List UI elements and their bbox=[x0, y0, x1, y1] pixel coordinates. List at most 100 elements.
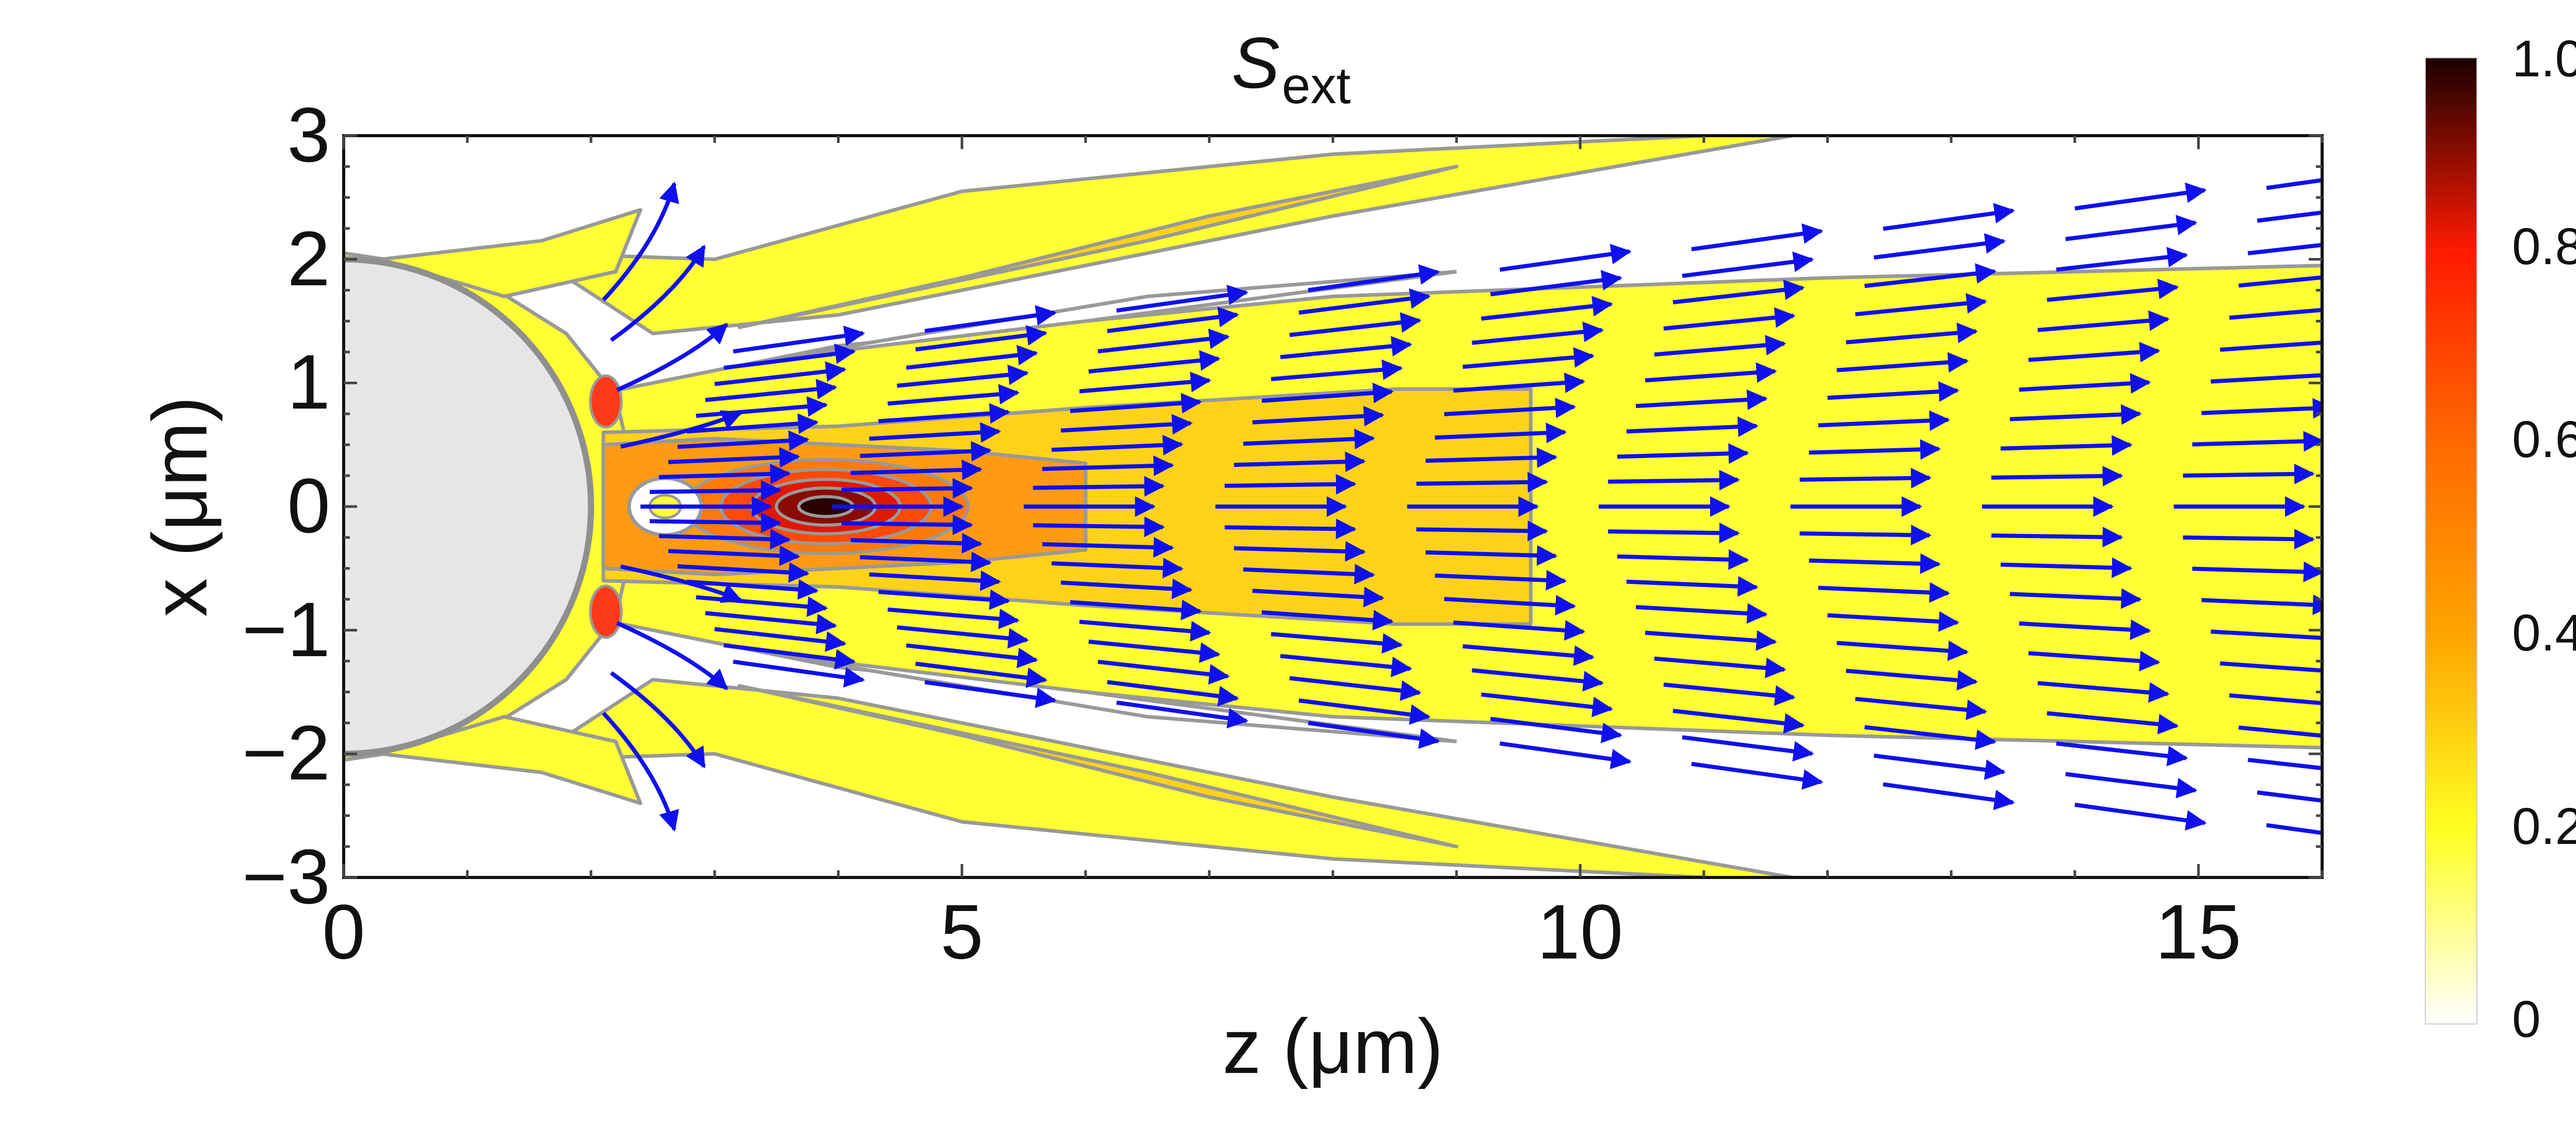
flow-arrow bbox=[705, 379, 838, 402]
flow-arrow bbox=[1416, 471, 1549, 493]
flow-arrow bbox=[1617, 549, 1749, 570]
flow-arrow bbox=[1672, 279, 1805, 304]
flow-arrow bbox=[723, 343, 856, 370]
colorbar: 0 0.2 0.4 0.6 0.8 1.0 bbox=[2425, 30, 2576, 1048]
flow-arrow bbox=[1060, 578, 1193, 599]
flow-arrow bbox=[2019, 373, 2151, 394]
flow-arrow bbox=[1809, 553, 1941, 574]
flow-arrow bbox=[878, 589, 1010, 610]
flow-arrow bbox=[686, 579, 819, 600]
flow-arrow bbox=[1873, 753, 2006, 780]
x-tick-label: 10 bbox=[1537, 888, 1623, 975]
flow-arrow bbox=[2211, 365, 2322, 386]
flow-arrow bbox=[668, 447, 800, 468]
flow-arrow bbox=[1298, 698, 1431, 725]
flow-arrow bbox=[1490, 717, 1623, 743]
colorbar-tick-label: 0.4 bbox=[2512, 604, 2576, 662]
flow-arrow bbox=[1635, 389, 1768, 410]
y-tick-labels: 3 2 1 0 −1 −2 −3 bbox=[242, 91, 330, 920]
flow-arrow bbox=[2000, 557, 2133, 578]
flow-arrow bbox=[2220, 661, 2322, 673]
flow-arrow bbox=[1855, 696, 1987, 720]
flow-arrow bbox=[1991, 527, 2123, 548]
flow-arrow bbox=[1051, 558, 1184, 579]
flow-arrow bbox=[850, 533, 983, 554]
flow-arrow bbox=[1991, 465, 2123, 486]
flow-arrow bbox=[1298, 288, 1431, 315]
flow-arrow bbox=[686, 413, 819, 434]
flow-arrow bbox=[620, 564, 743, 603]
flow-arrow bbox=[2266, 823, 2322, 835]
flow-arrow bbox=[1107, 680, 1239, 707]
flow-arrow bbox=[1079, 620, 1212, 642]
flow-arrow bbox=[2009, 588, 2142, 609]
flow-arrow bbox=[1289, 676, 1422, 701]
flow-arrow bbox=[915, 661, 1048, 688]
flow-arrow bbox=[1608, 523, 1740, 544]
flow-arrow bbox=[602, 181, 679, 302]
flow-arrow bbox=[860, 551, 992, 573]
x-tick-label: 15 bbox=[2155, 888, 2242, 975]
y-tick-label: 1 bbox=[287, 338, 330, 425]
flow-arrow bbox=[2183, 529, 2315, 550]
flow-arrow bbox=[2257, 790, 2322, 803]
flow-arrow bbox=[1654, 335, 1786, 357]
edge-hot-spot bbox=[589, 584, 623, 639]
flow-arrow bbox=[2065, 772, 2198, 799]
flow-arrow bbox=[1682, 251, 1814, 278]
flow-arrow bbox=[1672, 709, 1805, 734]
flow-arrow bbox=[1308, 721, 1440, 749]
flow-arrow bbox=[1098, 328, 1230, 354]
flow-arrow bbox=[2037, 310, 2170, 332]
flow-arrow bbox=[1261, 382, 1394, 403]
flow-arrow bbox=[609, 245, 706, 342]
flow-arrow bbox=[1645, 630, 1777, 651]
flow-arrow bbox=[1033, 476, 1165, 497]
flow-arrow bbox=[1270, 632, 1403, 654]
colorbar-tick-label: 0.2 bbox=[2512, 798, 2576, 855]
flow-arrow bbox=[2047, 711, 2179, 735]
flow-arrow bbox=[1608, 469, 1740, 491]
flow-arrow bbox=[1079, 371, 1212, 394]
flow-arrow bbox=[1225, 474, 1357, 495]
sphere-layer bbox=[344, 256, 594, 757]
flow-arrow bbox=[1837, 352, 1969, 373]
y-tick-label: −1 bbox=[242, 586, 330, 673]
flow-arrow bbox=[1252, 405, 1384, 427]
flow-arrow bbox=[2238, 725, 2322, 738]
flow-arrow bbox=[2211, 627, 2322, 648]
flow-arrow bbox=[1098, 659, 1230, 685]
flow-arrow bbox=[2056, 247, 2188, 272]
y-tick-label: −3 bbox=[242, 833, 330, 920]
flow-arrow bbox=[1425, 545, 1558, 566]
flow-arrow bbox=[1481, 692, 1614, 718]
flow-arrow bbox=[696, 595, 828, 617]
flow-arrow bbox=[1691, 761, 1824, 790]
colorbar-tick-label: 0 bbox=[2512, 990, 2541, 1048]
flow-arrow bbox=[924, 305, 1057, 333]
flow-arrow bbox=[1855, 293, 1987, 317]
sphere bbox=[344, 256, 594, 757]
colorbar-tick-label: 1.0 bbox=[2512, 30, 2576, 88]
flow-arrow bbox=[1499, 243, 1632, 272]
flow-arrow bbox=[1252, 587, 1384, 608]
flow-arrow bbox=[2019, 619, 2151, 640]
flow-arrow bbox=[658, 463, 791, 484]
x-tick-label: 5 bbox=[940, 888, 983, 975]
flow-arrow bbox=[2201, 398, 2322, 419]
flow-arrow bbox=[1116, 284, 1249, 313]
flow-arrow bbox=[1663, 307, 1796, 331]
y-tick-label: 3 bbox=[287, 91, 330, 178]
flow-arrow bbox=[2192, 561, 2322, 582]
flow-arrow bbox=[1490, 270, 1623, 297]
flow-arrow bbox=[616, 621, 729, 690]
flow-arrow bbox=[2074, 182, 2207, 210]
flow-arrow bbox=[2229, 693, 2322, 706]
flow-arrow bbox=[1042, 455, 1174, 477]
flow-arrow bbox=[650, 480, 782, 501]
flow-arrow bbox=[1308, 264, 1440, 292]
flow-arrow bbox=[1070, 599, 1202, 621]
flow-arrow bbox=[1042, 536, 1174, 558]
flow-arrow bbox=[1116, 700, 1249, 729]
flow-arrow bbox=[1882, 203, 2015, 231]
